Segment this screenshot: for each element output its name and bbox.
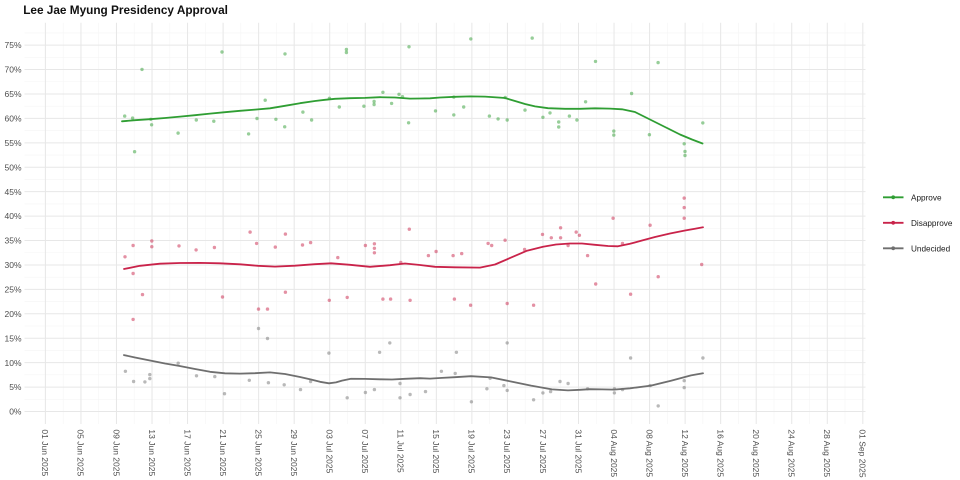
svg-text:27 Jul 2025: 27 Jul 2025 bbox=[538, 429, 548, 473]
svg-text:65%: 65% bbox=[4, 89, 21, 99]
svg-text:10%: 10% bbox=[4, 358, 21, 368]
svg-text:35%: 35% bbox=[4, 236, 21, 246]
svg-text:55%: 55% bbox=[4, 138, 21, 148]
svg-text:24 Aug 2025: 24 Aug 2025 bbox=[787, 429, 797, 477]
svg-text:12 Aug 2025: 12 Aug 2025 bbox=[680, 429, 690, 477]
svg-text:20%: 20% bbox=[4, 309, 21, 319]
svg-text:13 Jun 2025: 13 Jun 2025 bbox=[147, 429, 157, 476]
svg-text:0%: 0% bbox=[9, 407, 22, 417]
svg-text:25 Jun 2025: 25 Jun 2025 bbox=[253, 429, 263, 476]
svg-text:17 Jun 2025: 17 Jun 2025 bbox=[182, 429, 192, 476]
svg-text:01 Sep 2025: 01 Sep 2025 bbox=[858, 429, 868, 477]
svg-text:04 Aug 2025: 04 Aug 2025 bbox=[609, 429, 619, 477]
svg-text:01 Jun 2025: 01 Jun 2025 bbox=[40, 429, 50, 476]
svg-text:30%: 30% bbox=[4, 260, 21, 270]
svg-text:23 Jul 2025: 23 Jul 2025 bbox=[502, 429, 512, 473]
svg-text:15%: 15% bbox=[4, 333, 21, 343]
svg-text:11 Jul 2025: 11 Jul 2025 bbox=[396, 429, 406, 473]
svg-text:5%: 5% bbox=[9, 382, 22, 392]
svg-text:45%: 45% bbox=[4, 187, 21, 197]
svg-text:07 Jul 2025: 07 Jul 2025 bbox=[360, 429, 370, 473]
svg-text:08 Aug 2025: 08 Aug 2025 bbox=[644, 429, 654, 477]
svg-text:15 Jul 2025: 15 Jul 2025 bbox=[431, 429, 441, 473]
svg-text:16 Aug 2025: 16 Aug 2025 bbox=[716, 429, 726, 477]
svg-text:Undecided: Undecided bbox=[911, 244, 951, 253]
svg-text:60%: 60% bbox=[4, 114, 21, 124]
svg-text:28 Aug 2025: 28 Aug 2025 bbox=[822, 429, 832, 477]
svg-text:Lee Jae Myung Presidency Appro: Lee Jae Myung Presidency Approval bbox=[23, 3, 228, 17]
svg-text:Approve: Approve bbox=[911, 193, 942, 202]
svg-text:Disapprove: Disapprove bbox=[911, 219, 953, 228]
svg-text:31 Jul 2025: 31 Jul 2025 bbox=[573, 429, 583, 473]
svg-text:21 Jun 2025: 21 Jun 2025 bbox=[218, 429, 228, 476]
svg-text:50%: 50% bbox=[4, 162, 21, 172]
svg-text:03 Jul 2025: 03 Jul 2025 bbox=[325, 429, 335, 473]
svg-text:05 Jun 2025: 05 Jun 2025 bbox=[76, 429, 86, 476]
svg-text:19 Jul 2025: 19 Jul 2025 bbox=[467, 429, 477, 473]
svg-text:09 Jun 2025: 09 Jun 2025 bbox=[111, 429, 121, 476]
svg-text:25%: 25% bbox=[4, 285, 21, 295]
svg-text:20 Aug 2025: 20 Aug 2025 bbox=[751, 429, 761, 477]
svg-text:75%: 75% bbox=[4, 40, 21, 50]
svg-text:40%: 40% bbox=[4, 211, 21, 221]
svg-text:70%: 70% bbox=[4, 65, 21, 75]
svg-text:29 Jun 2025: 29 Jun 2025 bbox=[289, 429, 299, 476]
